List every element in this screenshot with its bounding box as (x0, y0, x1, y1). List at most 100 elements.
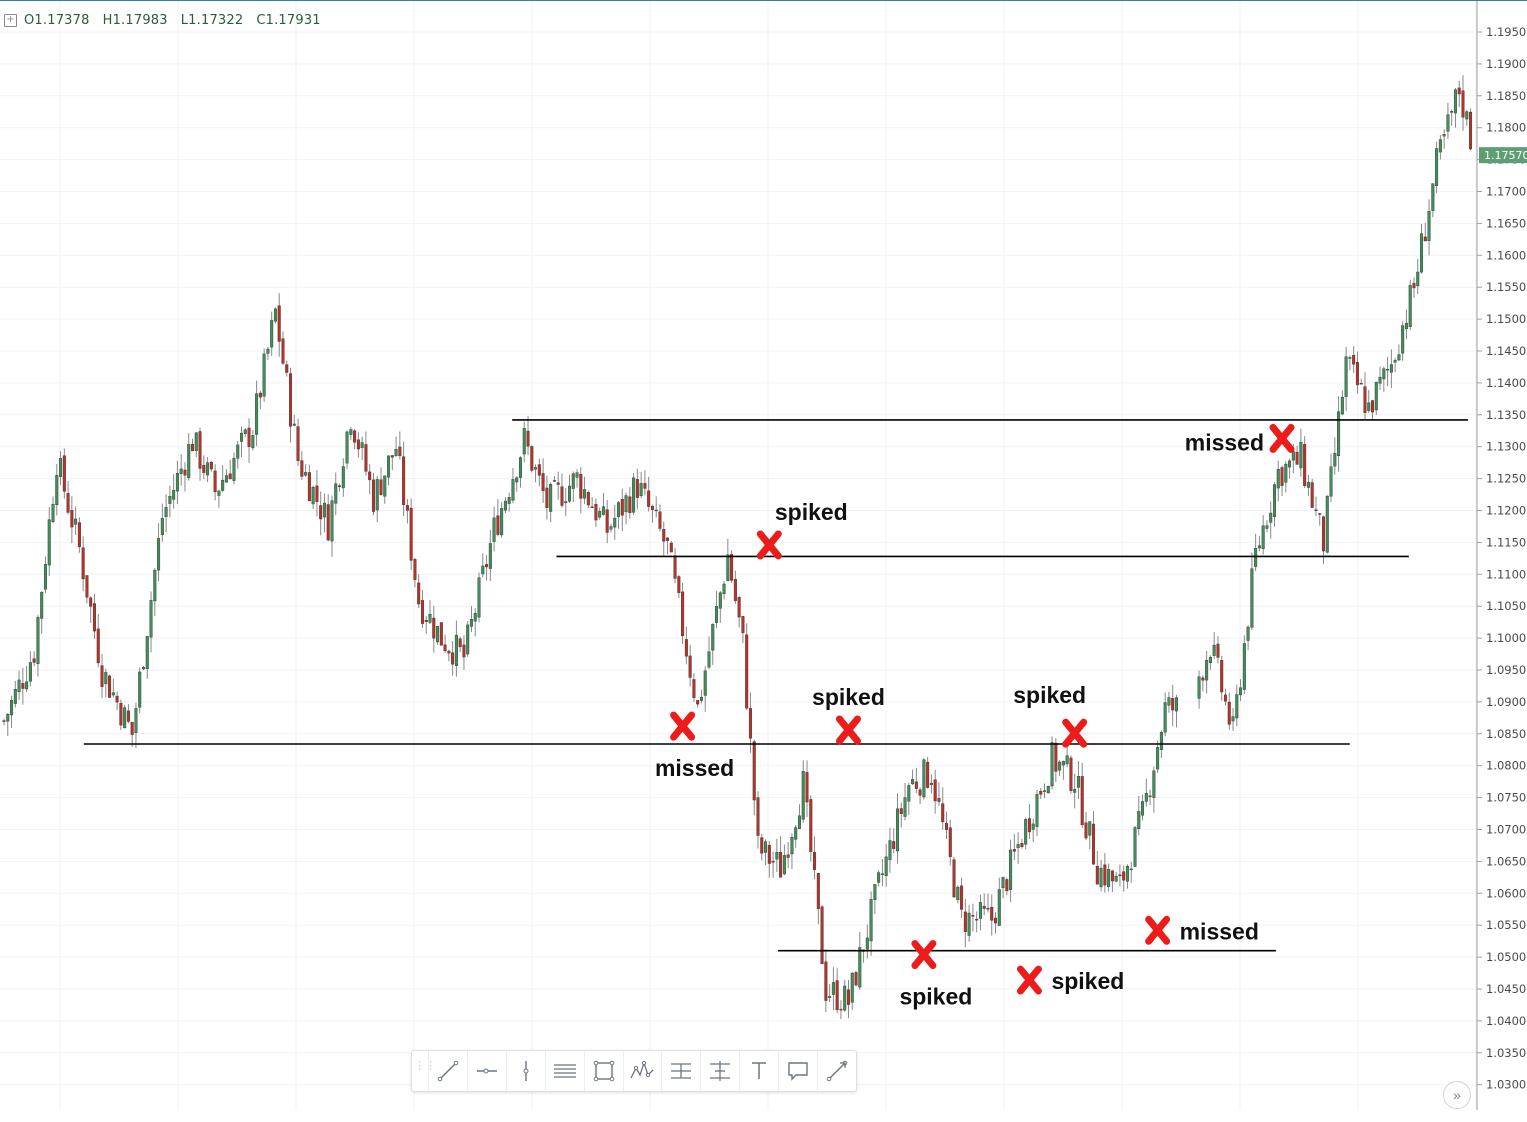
bull-candle (149, 600, 153, 638)
bear-candle (1201, 677, 1205, 681)
bull-candle (179, 468, 183, 474)
scroll-to-realtime-button[interactable]: » (1443, 1081, 1471, 1109)
bull-candle (715, 606, 719, 623)
bear-candle (681, 591, 685, 637)
price-tick-label: 1.19000 (1486, 57, 1527, 71)
bull-candle (164, 507, 168, 517)
bull-candle (153, 569, 157, 602)
bull-candle (1337, 411, 1341, 457)
bear-candle (485, 564, 489, 568)
long-position-button[interactable] (661, 1051, 700, 1091)
bull-candle (515, 477, 519, 483)
bull-candle (360, 442, 364, 448)
bull-candle (978, 902, 982, 919)
bull-candle (1133, 827, 1137, 867)
bear-candle (451, 652, 455, 665)
bull-candle (40, 592, 44, 619)
bear-candle (319, 505, 323, 520)
bear-candle (767, 845, 771, 864)
bull-candle (1306, 482, 1310, 488)
bear-candle (650, 506, 654, 510)
bear-candle (1423, 236, 1427, 242)
bull-candle (1276, 469, 1280, 489)
bear-candle (1450, 111, 1454, 113)
bull-candle (911, 779, 915, 785)
bear-candle (115, 695, 119, 703)
horizontal-ray-button[interactable] (466, 1051, 506, 1091)
bull-candle (1261, 525, 1265, 549)
bear-candle (899, 808, 903, 814)
bear-candle (933, 779, 937, 802)
vertical-line-button[interactable] (505, 1051, 545, 1091)
bear-candle (32, 658, 36, 663)
bear-candle (1457, 87, 1461, 95)
price-tick-label: 1.16000 (1486, 248, 1527, 262)
bear-candle (70, 510, 74, 528)
bear-candle (941, 803, 945, 823)
plus-square-icon[interactable]: + (4, 13, 17, 27)
bull-candle (454, 634, 458, 666)
bull-candle (17, 679, 21, 693)
bull-candle (1367, 402, 1371, 411)
bull-candle (1254, 548, 1258, 567)
callout-button[interactable] (778, 1051, 817, 1091)
bear-candle (439, 622, 443, 646)
vertical-line-icon (523, 1061, 529, 1081)
rectangle-button[interactable] (583, 1051, 623, 1091)
brush-button[interactable] (817, 1051, 856, 1091)
pattern-button[interactable] (622, 1051, 662, 1091)
price-axis (1477, 0, 1527, 1122)
bull-candle (28, 662, 32, 682)
bear-candle (281, 338, 285, 364)
bull-candle (1016, 844, 1020, 849)
ohlc-close: C1.17931 (256, 12, 321, 28)
price-tick-label: 1.07500 (1486, 791, 1527, 805)
bear-candle (1084, 822, 1088, 839)
price-tick-label: 1.15500 (1486, 280, 1527, 294)
bear-candle (805, 772, 809, 803)
bull-candle (1393, 360, 1397, 363)
bear-candle (1412, 282, 1416, 289)
bear-candle (353, 430, 357, 443)
trend-line-button[interactable] (428, 1051, 467, 1091)
bull-candle (1159, 732, 1163, 750)
ohlc-legend: + O1.17378 H1.17983 L1.17322 C1.17931 (4, 10, 330, 30)
bear-candle (688, 655, 692, 678)
bull-candle (1065, 755, 1069, 765)
bear-candle (556, 482, 560, 485)
bull-candle (967, 912, 971, 936)
bear-candle (594, 504, 598, 521)
bull-candle (1299, 441, 1303, 469)
red-x-marker-icon (911, 940, 937, 970)
parallel-channel-button[interactable] (544, 1051, 584, 1091)
bear-candle (89, 597, 93, 607)
bear-candle (779, 852, 783, 878)
bear-candle (586, 492, 590, 506)
bull-candle (138, 671, 142, 708)
bull-candle (764, 841, 768, 853)
price-range-button[interactable] (700, 1051, 739, 1091)
text-tool-button[interactable] (739, 1051, 778, 1091)
bear-candle (398, 446, 402, 457)
bull-candle (880, 873, 884, 875)
bull-candle (141, 667, 145, 670)
bull-candle (469, 619, 473, 627)
bear-candle (994, 917, 998, 924)
annotation-label: missed (1185, 429, 1264, 455)
last-price-badge (1479, 147, 1527, 164)
bear-candle (1216, 643, 1220, 658)
annotation-label: spiked (1051, 968, 1124, 994)
bear-candle (854, 972, 858, 986)
bull-candle (858, 947, 862, 988)
bull-candle (266, 348, 270, 354)
callout-icon (788, 1062, 808, 1081)
bull-candle (1446, 114, 1450, 132)
drag-handle-icon[interactable]: ⋮⋮ (414, 1060, 436, 1072)
bull-candle (349, 429, 353, 435)
bull-candle (624, 495, 628, 513)
bull-candle (1389, 364, 1393, 373)
bear-candle (635, 479, 639, 498)
bear-candle (85, 575, 89, 598)
